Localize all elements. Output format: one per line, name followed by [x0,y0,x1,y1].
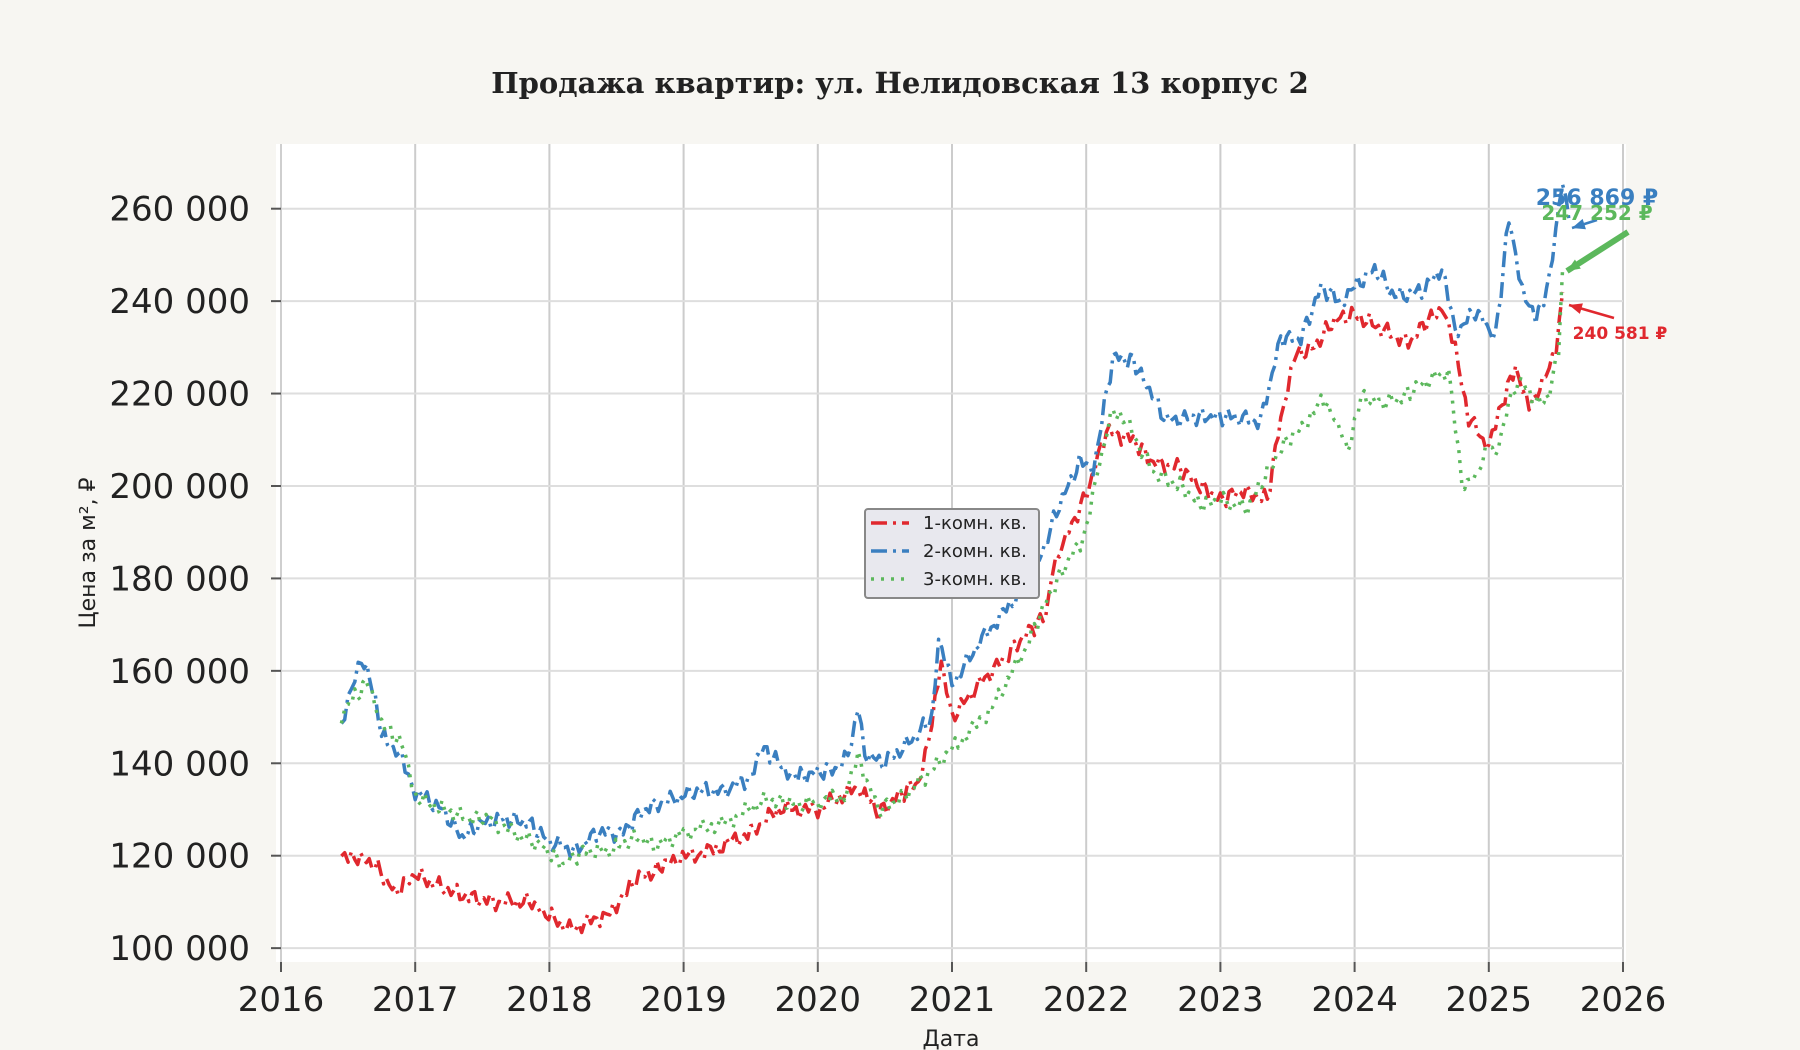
y-tick-label: 100 000 [109,929,250,969]
annotation-arrowhead [1569,303,1583,314]
x-tick-label: 2022 [1043,980,1130,1020]
y-tick-label: 260 000 [109,190,250,230]
y-tick-label: 220 000 [109,375,250,415]
y-tick-label: 180 000 [109,559,250,599]
x-tick-label: 2025 [1446,980,1533,1020]
chart-title: Продажа квартир: ул. Нелидовская 13 корп… [491,66,1309,100]
x-tick-labels: 2016 2017 2018 2019 2020 2021 2022 2023 2024 2025… [238,962,1667,1020]
legend-label: 3-комн. кв. [923,569,1027,590]
x-axis-label: Дата [923,1027,980,1050]
x-tick-label: 2021 [909,980,996,1020]
series-layer [339,182,1572,935]
y-gridlines [281,207,1623,950]
annotation-arrowhead [1572,218,1586,230]
series-line-1 [340,291,1565,935]
y-axis-label: Цена за м², ₽ [76,477,101,628]
annotation-arrowhead [1567,259,1581,271]
x-tick-label: 2026 [1580,980,1667,1020]
x-tick-label: 2019 [640,980,727,1020]
y-tick-label: 160 000 [109,652,250,692]
x-tick-label: 2016 [238,980,325,1020]
legend-label: 2-комн. кв. [923,541,1027,562]
x-tick-label: 2017 [372,980,459,1020]
annotation-label: 240 581 ₽ [1573,324,1668,344]
y-tick-labels: 100 000 120 000 140 000 160 000 180 000 200 0… [109,190,281,969]
x-tick-label: 2023 [1177,980,1264,1020]
annotation-label: 247 252 ₽ [1541,201,1652,225]
series-line-2 [340,182,1572,859]
annotations: 256 869 ₽247 252 ₽ 240 581 ₽ [1536,186,1668,344]
legend-label: 1-комн. кв. [923,513,1027,534]
y-tick-label: 140 000 [109,744,250,784]
x-tick-label: 2018 [506,980,593,1020]
y-tick-label: 240 000 [109,282,250,322]
y-tick-label: 200 000 [109,467,250,507]
x-tick-label: 2024 [1311,980,1398,1020]
y-tick-label: 120 000 [109,837,250,877]
legend: 1-комн. кв. 2-комн. кв. 3-комн. кв. [864,508,1040,599]
x-tick-label: 2020 [775,980,862,1020]
legend-box [864,508,1040,599]
annotation-label: 256 869 ₽ [1536,186,1658,211]
